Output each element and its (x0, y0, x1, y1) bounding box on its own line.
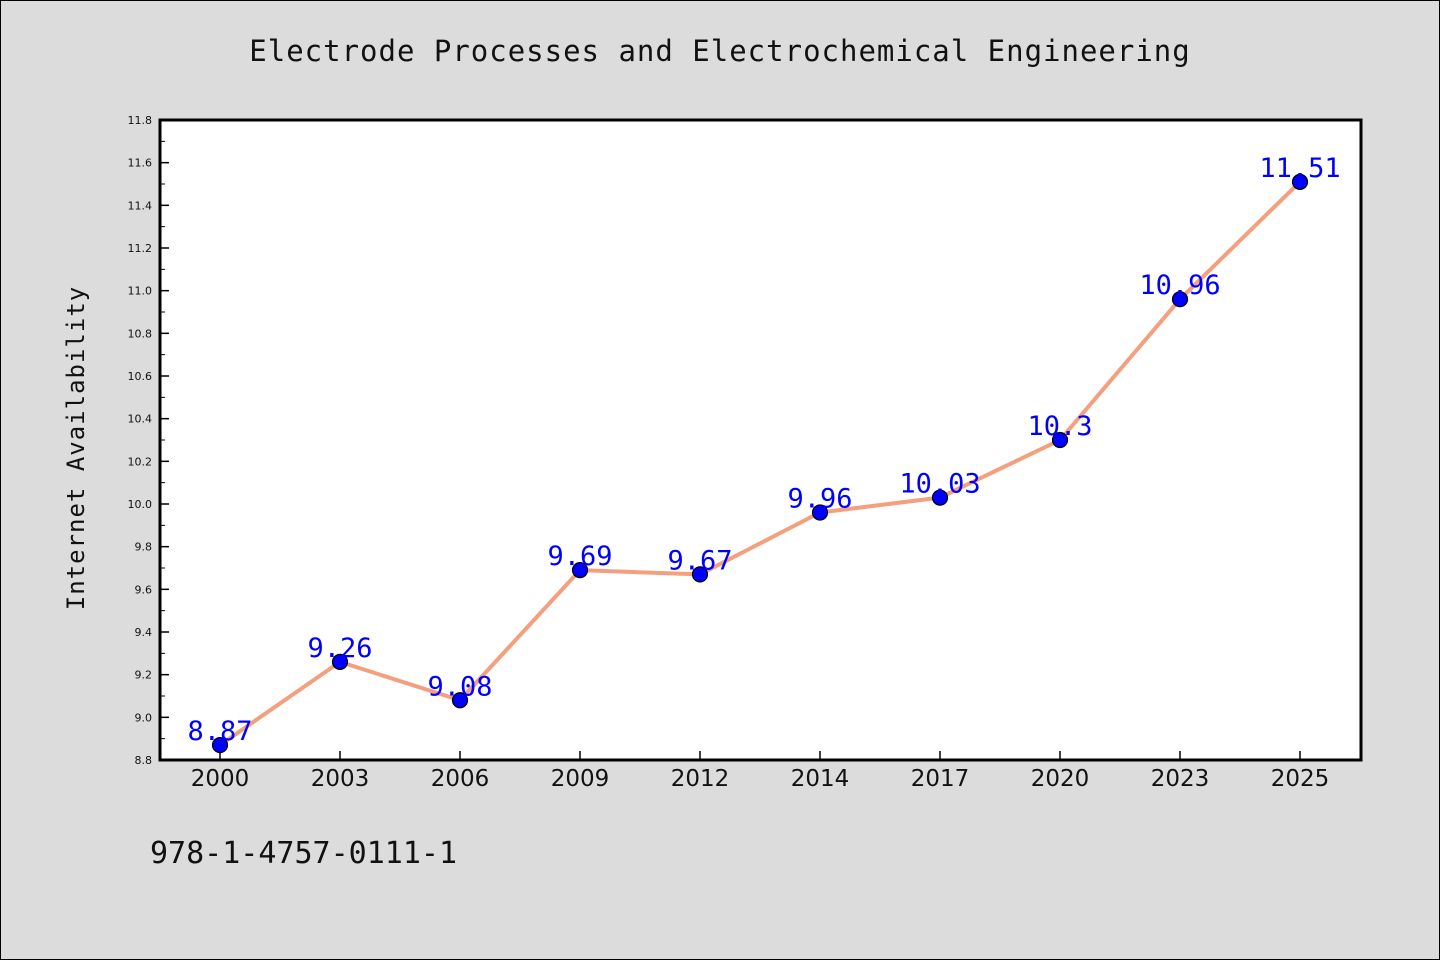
y-tick-label: 9.8 (135, 541, 153, 554)
data-label: 8.87 (187, 716, 252, 747)
y-tick-label: 9.6 (135, 583, 153, 596)
data-label: 11.51 (1259, 153, 1340, 184)
isbn-text: 978-1-4757-0111-1 (150, 836, 458, 871)
y-axis: 8.8 9.0 9.2 9.4 9.6 9.8 10.0 10.2 10.4 10.6 10.8 11… (128, 114, 169, 767)
data-label: 10.96 (1139, 270, 1220, 301)
y-tick-label: 8.8 (135, 754, 153, 767)
y-tick-label: 11.2 (128, 242, 153, 255)
data-point (811, 504, 829, 521)
x-tick-label: 2014 (791, 766, 850, 792)
data-markers (211, 173, 1309, 754)
y-tick-label: 11.4 (128, 199, 153, 212)
x-tick-label: 2023 (1151, 766, 1210, 792)
y-tick-label: 10.8 (128, 327, 153, 340)
data-point (451, 692, 469, 709)
x-tick-label: 2020 (1031, 766, 1090, 792)
y-tick-label: 9.0 (135, 711, 153, 724)
y-tick-label: 10.0 (128, 498, 153, 511)
data-point (571, 562, 589, 579)
data-point (691, 566, 709, 583)
x-tick-label: 2012 (671, 766, 730, 792)
chart-title: Electrode Processes and Electrochemical … (249, 34, 1191, 68)
plot-area (160, 120, 1361, 760)
data-label: 9.96 (787, 484, 852, 515)
y-tick-label: 9.2 (135, 669, 153, 682)
x-tick-label: 2017 (911, 766, 970, 792)
data-point (1171, 291, 1189, 308)
data-label: 9.08 (427, 671, 492, 702)
data-label: 10.3 (1027, 411, 1092, 442)
data-label: 9.67 (667, 545, 732, 576)
x-tick-label: 2009 (551, 766, 610, 792)
data-label: 10.03 (899, 469, 980, 500)
y-tick-label: 10.2 (128, 455, 153, 468)
x-tick-label: 2025 (1271, 766, 1330, 792)
data-labels: 8.87 9.26 9.08 9.69 9.67 9.96 10.03 10.3 10.96 11… (187, 153, 1340, 747)
data-point (331, 653, 349, 670)
data-label: 9.69 (547, 541, 612, 572)
x-tick-label: 2000 (191, 766, 250, 792)
y-tick-label: 10.6 (128, 370, 153, 383)
x-tick-label: 2003 (311, 766, 370, 792)
data-point (211, 736, 229, 754)
data-point (1291, 173, 1309, 190)
y-tick-label: 11.6 (128, 157, 153, 170)
x-tick-label: 2006 (431, 766, 490, 792)
series-line (218, 179, 1302, 748)
plot-border (158, 118, 1363, 762)
data-point (931, 489, 949, 506)
data-label: 9.26 (307, 633, 372, 664)
data-point (1051, 431, 1069, 449)
y-tick-label: 10.4 (128, 413, 153, 426)
y-tick-label: 9.4 (135, 626, 153, 639)
x-axis: 2000 2003 2006 2009 2012 2014 2017 2020 2023 2025 (191, 751, 1330, 792)
y-tick-label: 11.0 (128, 285, 153, 298)
y-tick-label: 11.8 (128, 114, 153, 127)
